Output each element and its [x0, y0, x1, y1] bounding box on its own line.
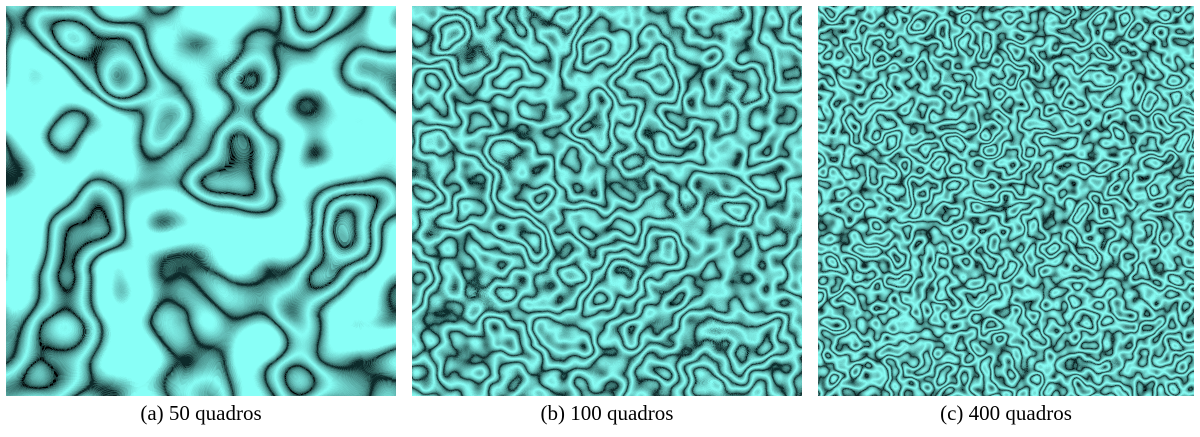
pattern-image	[412, 6, 802, 396]
panel-c: (c) 400 quadros	[818, 6, 1194, 425]
caption: (c) 400 quadros	[940, 401, 1072, 425]
caption: (b) 100 quadros	[541, 401, 674, 425]
pattern-image	[818, 6, 1194, 396]
panel-b: (b) 100 quadros	[412, 6, 802, 425]
pattern-image	[6, 6, 396, 396]
panel-a: (a) 50 quadros	[6, 6, 396, 425]
caption: (a) 50 quadros	[140, 401, 261, 425]
